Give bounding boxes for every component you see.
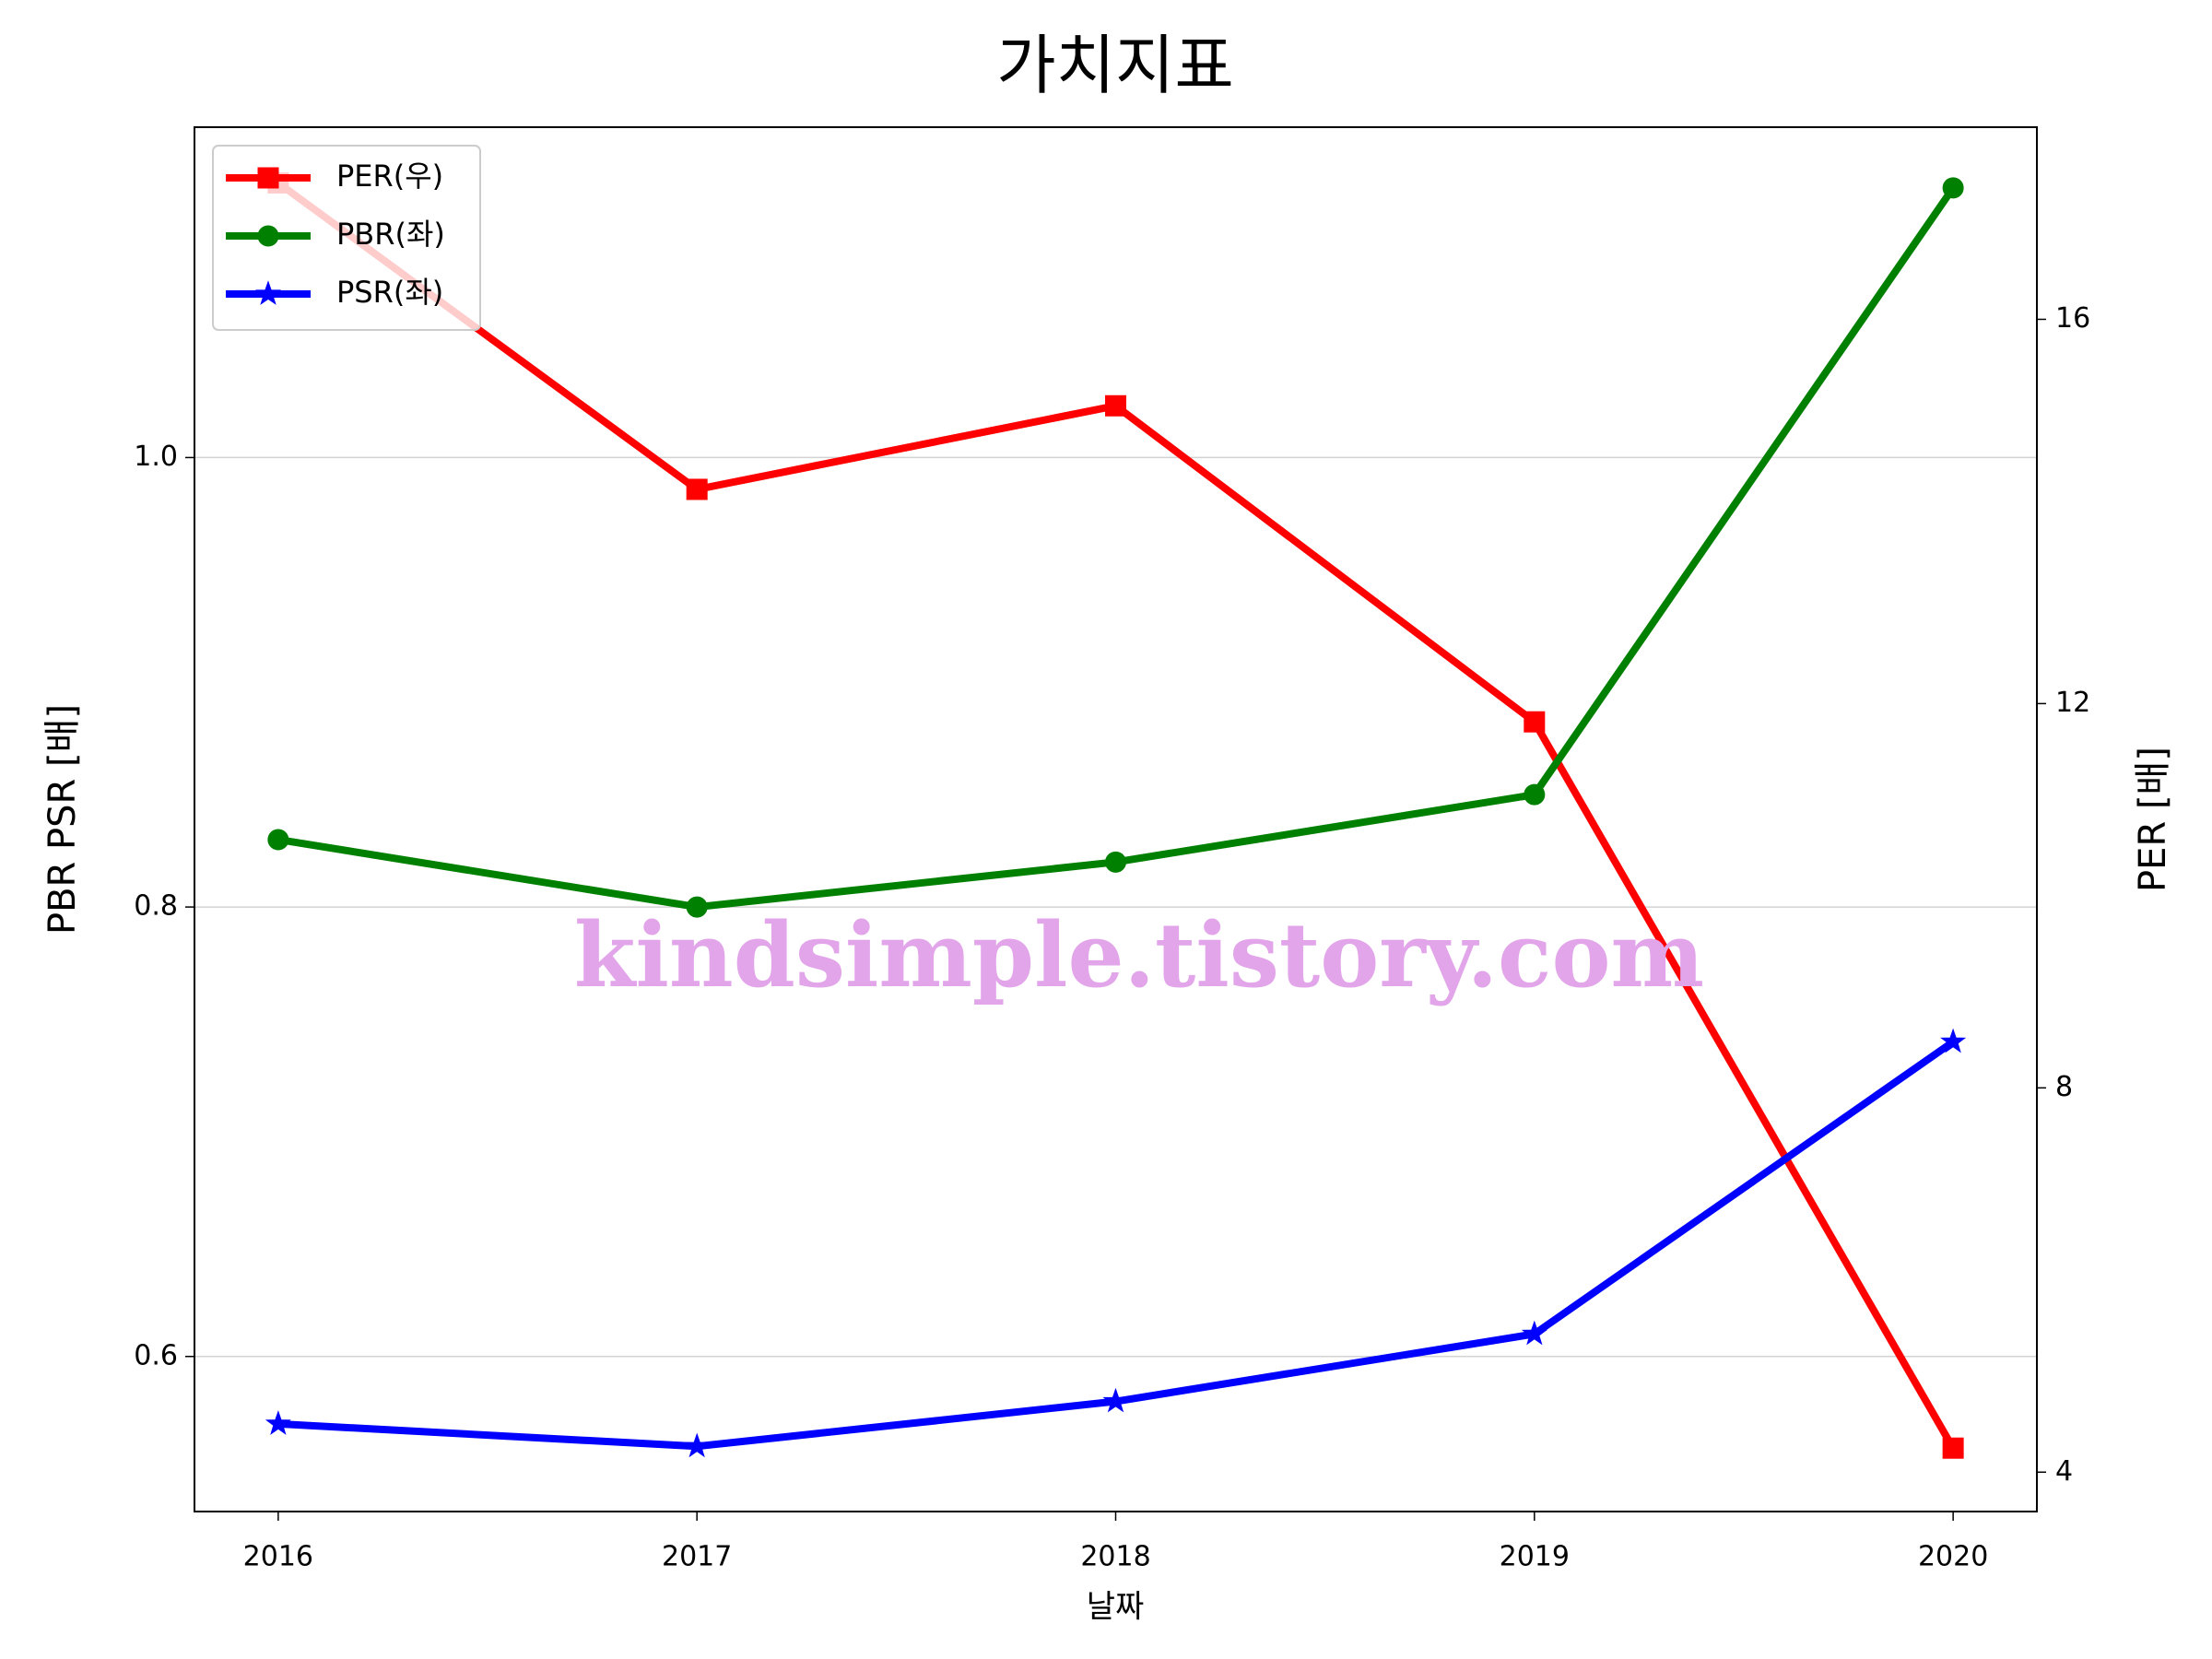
legend-frame bbox=[212, 145, 481, 331]
y-axis-label: PBR PSR [배] bbox=[41, 704, 84, 935]
marker bbox=[254, 280, 282, 305]
chart-title: 가치지표 bbox=[996, 28, 1234, 103]
marker bbox=[1105, 394, 1126, 417]
legend-label: PER(우) bbox=[336, 159, 443, 194]
y-tick-label: 0.8 bbox=[134, 890, 178, 923]
x-tick-label: 2019 bbox=[1500, 1541, 1570, 1573]
marker bbox=[1942, 177, 1964, 199]
x-tick-label: 2018 bbox=[1080, 1541, 1150, 1573]
marker bbox=[265, 1410, 291, 1435]
y-tick-label: 1.0 bbox=[134, 441, 178, 473]
marker bbox=[1940, 1028, 1967, 1053]
marker bbox=[257, 225, 279, 247]
y-tick-label: 0.6 bbox=[134, 1339, 178, 1371]
legend-label: PSR(좌) bbox=[336, 275, 443, 310]
x-axis-label: 날짜 bbox=[1087, 1589, 1145, 1626]
y2-axis-label: PER [배] bbox=[2132, 747, 2174, 892]
marker bbox=[686, 896, 708, 918]
x-tick-label: 2017 bbox=[662, 1541, 732, 1573]
legend-label: PBR(좌) bbox=[336, 217, 445, 252]
marker bbox=[1521, 1320, 1547, 1346]
marker bbox=[1102, 1387, 1129, 1413]
marker bbox=[1524, 783, 1546, 806]
marker bbox=[1105, 851, 1126, 873]
marker bbox=[684, 1432, 711, 1458]
x-tick-label: 2016 bbox=[243, 1541, 313, 1573]
marker bbox=[1942, 1437, 1964, 1459]
plot-frame bbox=[194, 126, 2038, 1512]
marker bbox=[267, 829, 289, 851]
marker bbox=[257, 167, 279, 189]
y2-tick-label: 12 bbox=[2055, 687, 2090, 719]
marker bbox=[1524, 711, 1546, 733]
watermark: kindsimple.tistory.com bbox=[574, 903, 1704, 1007]
legend: PER(우) PBR(좌) PSR(좌) bbox=[212, 145, 481, 331]
x-tick-label: 2020 bbox=[1918, 1541, 1988, 1573]
y2-tick-label: 16 bbox=[2055, 302, 2090, 335]
y2-tick-label: 8 bbox=[2055, 1071, 2073, 1103]
y2-tick-label: 4 bbox=[2055, 1455, 2073, 1488]
marker bbox=[686, 478, 708, 500]
